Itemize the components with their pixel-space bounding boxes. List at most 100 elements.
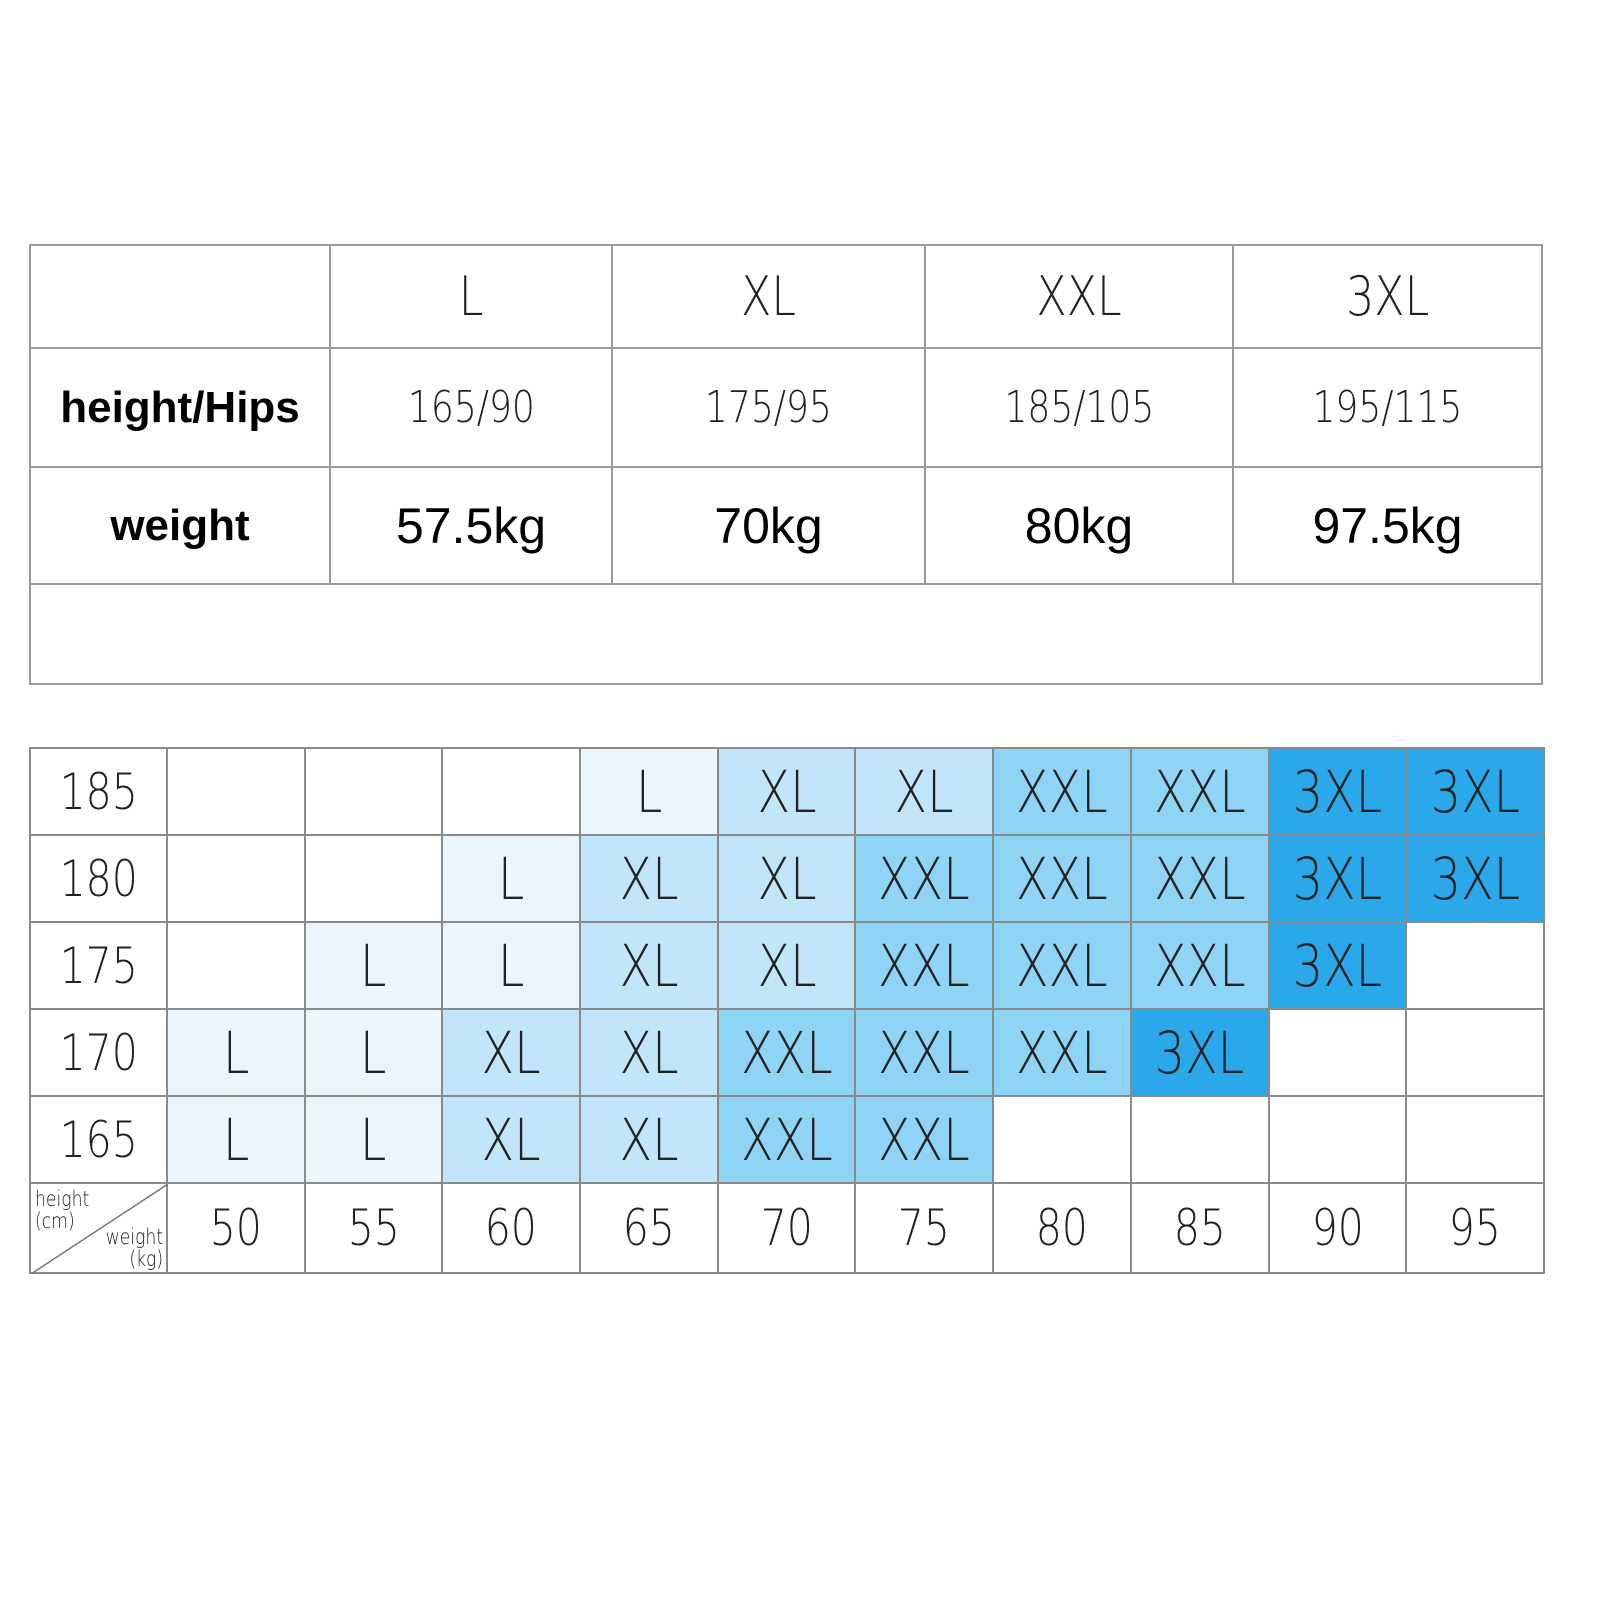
size-table: L XL XXL 3XL height/Hips 165/90 175/95 1… <box>29 244 1543 685</box>
row-label: weight <box>110 500 250 550</box>
size-label: XL <box>757 844 817 913</box>
size-cell <box>441 747 582 836</box>
size-cell: XL <box>716 921 857 1010</box>
cell: 175/95 <box>705 382 832 433</box>
size-cell <box>303 747 444 836</box>
grid-row: 170 L L XL XL XXL XXL XXL 3XL <box>29 1008 1545 1097</box>
size-label: XXL <box>878 844 971 913</box>
size-label: XXL <box>740 1105 833 1174</box>
height-label: 175 <box>59 936 138 995</box>
size-cell <box>1405 921 1545 1010</box>
size-label: XXL <box>878 1018 971 1087</box>
header-size: XL <box>740 265 796 328</box>
size-cell <box>1405 1095 1545 1184</box>
empty-row <box>29 583 1543 685</box>
size-cell: 3XL <box>1129 1008 1270 1097</box>
row-label: height/Hips <box>60 382 300 432</box>
size-label: L <box>360 1018 387 1087</box>
size-cell: 3XL <box>1267 834 1408 923</box>
weight-label: 55 <box>347 1199 400 1257</box>
size-label: 3XL <box>1292 757 1383 826</box>
size-cell: XXL <box>854 834 995 923</box>
grid-row: 165 L L XL XL XXL XXL <box>29 1095 1545 1184</box>
header-size: XXL <box>1036 265 1122 328</box>
size-cell <box>992 1095 1132 1184</box>
grid-row: 185 L XL XL XXL XXL 3XL 3XL <box>29 747 1545 836</box>
size-label: L <box>635 757 663 826</box>
size-label: XXL <box>1153 844 1246 913</box>
size-cell <box>303 834 444 923</box>
size-cell: XXL <box>992 747 1132 836</box>
size-cell: XXL <box>1129 834 1270 923</box>
weight-label: 80 <box>1035 1199 1089 1257</box>
cell: 195/115 <box>1312 382 1463 433</box>
grid-row: 180 L XL XL XXL XXL XXL 3XL 3XL <box>29 834 1545 923</box>
weight-row: weight 57.5kg 70kg 80kg 97.5kg <box>29 466 1543 585</box>
size-label: 3XL <box>1430 757 1520 826</box>
size-cell <box>1405 1008 1545 1097</box>
size-label: L <box>360 931 387 1000</box>
size-cell: 3XL <box>1267 747 1408 836</box>
size-label: L <box>222 1018 250 1087</box>
size-grid: 185 L XL XL XXL XXL 3XL 3XL 180 L XL XL XXL XXL XXL 3XL… <box>29 747 1545 1274</box>
weight-axis-label: weight (kg) <box>105 1225 163 1271</box>
size-label: 3XL <box>1292 931 1383 1000</box>
size-cell: XXL <box>1129 921 1270 1010</box>
size-cell: L <box>441 834 582 923</box>
size-cell: XL <box>441 1095 582 1184</box>
cell: 70kg <box>714 497 823 554</box>
diagonal-divider <box>31 1184 168 1274</box>
size-cell: XL <box>579 921 719 1010</box>
size-label: XXL <box>740 1018 833 1087</box>
size-cell: XL <box>579 1008 719 1097</box>
size-label: XXL <box>1016 844 1108 913</box>
grid-row: 175 L L XL XL XXL XXL XXL 3XL <box>29 921 1545 1010</box>
weight-label: 50 <box>209 1199 262 1257</box>
size-cell <box>166 834 306 923</box>
cell: 97.5kg <box>1312 497 1463 554</box>
size-cell: L <box>441 921 582 1010</box>
size-header-row: L XL XXL 3XL <box>29 244 1543 349</box>
size-cell: XXL <box>854 1008 995 1097</box>
size-cell: XXL <box>992 1008 1132 1097</box>
size-cell <box>1129 1095 1270 1184</box>
corner-cell: height (cm) weight (kg) <box>29 1182 168 1274</box>
size-cell: XL <box>579 834 719 923</box>
size-cell: XL <box>716 747 857 836</box>
size-cell: XL <box>441 1008 582 1097</box>
size-cell: XXL <box>716 1008 857 1097</box>
size-cell: 3XL <box>1405 747 1545 836</box>
size-label: L <box>360 1105 387 1174</box>
weight-label: 75 <box>898 1199 951 1257</box>
size-label: 3XL <box>1154 1018 1245 1087</box>
size-label: XL <box>481 1105 541 1174</box>
cell: 165/90 <box>407 382 535 433</box>
size-label: L <box>222 1105 250 1174</box>
size-cell: XXL <box>854 921 995 1010</box>
size-label: XXL <box>878 931 971 1000</box>
size-cell: XXL <box>992 921 1132 1010</box>
size-cell <box>1267 1095 1408 1184</box>
size-cell: L <box>303 1095 444 1184</box>
header-size: 3XL <box>1345 265 1430 328</box>
header-empty <box>29 244 331 349</box>
size-cell: L <box>166 1008 306 1097</box>
size-label: XXL <box>1016 1018 1108 1087</box>
size-cell: XXL <box>1129 747 1270 836</box>
size-cell: 3XL <box>1405 834 1545 923</box>
weight-label: 70 <box>760 1199 813 1257</box>
size-cell: XL <box>579 1095 719 1184</box>
size-cell: XXL <box>854 1095 995 1184</box>
size-label: XL <box>757 931 817 1000</box>
cell: 80kg <box>1024 497 1134 554</box>
height-label: 165 <box>59 1110 138 1169</box>
size-label: XL <box>619 1018 679 1087</box>
size-cell <box>1267 1008 1408 1097</box>
size-cell: L <box>579 747 719 836</box>
height-label: 185 <box>59 762 138 821</box>
size-cell: XL <box>854 747 995 836</box>
size-label: 3XL <box>1292 844 1383 913</box>
size-cell <box>166 747 306 836</box>
height-label: 180 <box>59 849 138 908</box>
weight-label: 65 <box>622 1199 675 1257</box>
